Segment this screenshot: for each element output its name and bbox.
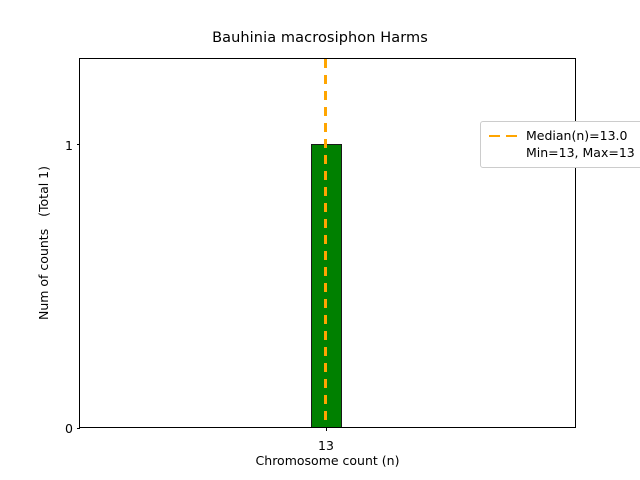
legend-entry-minmax: Min=13, Max=13 [488,144,640,161]
x-axis-label: Chromosome count (n) [255,453,400,468]
chart-title: Bauhinia macrosiphon Harms [212,30,428,46]
plot-area: 0 1 13 Median(n)=13.0 Min=13, Max=13 [65,58,640,453]
legend-dash-icon [488,131,520,141]
ytick-mark-1 [76,144,80,146]
legend-entry-median: Median(n)=13.0 [488,127,640,144]
xtick-label-13: 13 [318,438,334,453]
legend-label-median: Median(n)=13.0 [526,128,628,143]
plot-inner [80,59,575,427]
xtick-mark-13 [325,427,327,431]
median-line [324,59,328,427]
legend-label-minmax: Min=13, Max=13 [526,145,635,160]
ytick-label-1: 1 [65,137,73,153]
ytick-mark-0 [76,427,80,429]
chart-legend: Median(n)=13.0 Min=13, Max=13 [480,121,640,168]
y-axis-label: Num of counts (Total 1) [36,165,51,321]
ytick-label-0: 0 [65,421,73,436]
